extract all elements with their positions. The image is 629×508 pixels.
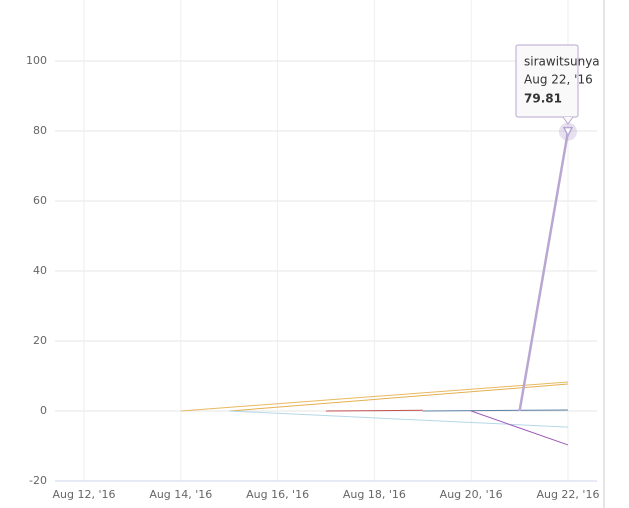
tooltip-series-name: sirawitsunya xyxy=(524,55,600,69)
tooltip-date: Aug 22, '16 xyxy=(524,73,593,87)
line-series xyxy=(471,410,569,446)
tooltip-pointer xyxy=(562,116,574,125)
x-tick-label: Aug 22, '16 xyxy=(536,488,599,501)
line-series xyxy=(325,409,423,412)
hover-marker xyxy=(562,126,574,138)
line-series xyxy=(180,381,569,412)
y-tick-label: 60 xyxy=(33,194,47,207)
y-tick-label: 0 xyxy=(40,404,47,417)
tooltip: sirawitsunya Aug 22, '16 79.81 xyxy=(515,44,600,141)
y-tick-label: 40 xyxy=(33,264,47,277)
line-series xyxy=(229,383,569,412)
line-series xyxy=(422,409,568,412)
x-tick-label: Aug 18, '16 xyxy=(343,488,406,501)
tooltip-value: 79.81 xyxy=(524,92,562,106)
y-tick-label: 20 xyxy=(33,334,47,347)
line-series xyxy=(229,410,568,428)
y-tick-label: 80 xyxy=(33,124,47,137)
y-tick-label: 100 xyxy=(26,54,47,67)
line-series xyxy=(518,131,570,412)
x-tick-label: Aug 14, '16 xyxy=(149,488,212,501)
x-tick-label: Aug 16, '16 xyxy=(246,488,309,501)
x-tick-label: Aug 20, '16 xyxy=(440,488,503,501)
y-tick-label: -20 xyxy=(29,474,47,487)
tooltip-box xyxy=(515,44,579,118)
x-tick-label: Aug 12, '16 xyxy=(53,488,116,501)
